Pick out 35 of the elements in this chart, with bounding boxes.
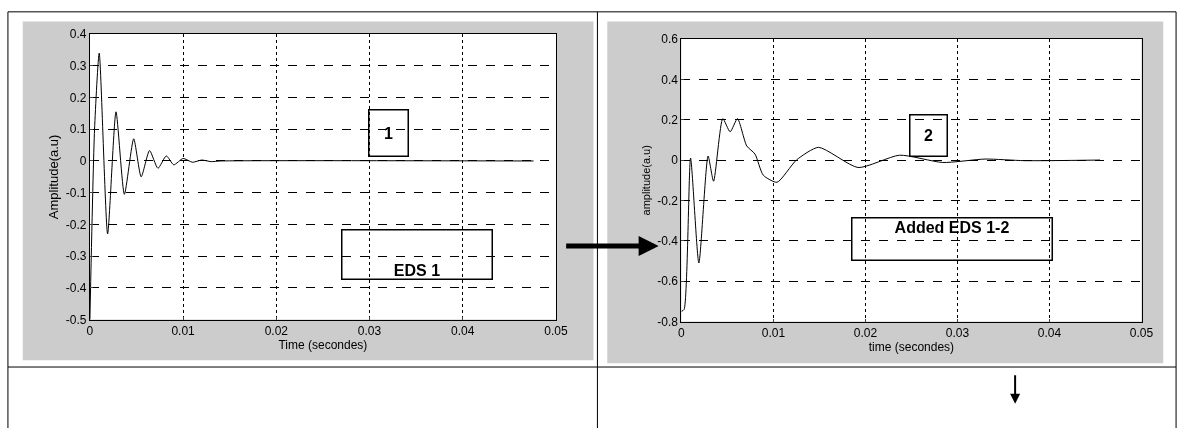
y-tick-label: -0.8 — [657, 314, 679, 329]
x-tick-label: 0.02 — [853, 325, 878, 340]
y-tick-label: 0.6 — [661, 32, 679, 47]
y-tick-label: 0.2 — [661, 112, 679, 127]
x-tick-label: 0.04 — [451, 324, 475, 338]
y-tick-label: -0.2 — [657, 193, 679, 208]
y-tick-label: 0 — [79, 154, 87, 169]
x-tick-label: 0.05 — [544, 324, 568, 338]
y-axis-title: Amplitude(a.u) — [45, 134, 61, 220]
y-tick-label: 0.3 — [69, 59, 87, 74]
y-tick-label: -0.3 — [65, 249, 87, 264]
y-tick-label: 0 — [671, 153, 679, 168]
y-tick-label: -0.5 — [65, 312, 87, 327]
y-tick-label: 0.1 — [69, 122, 87, 137]
annotation: 2 — [924, 127, 933, 144]
x-axis-title: Time (secondes) — [278, 338, 368, 352]
x-tick-label: 0.04 — [1037, 325, 1062, 340]
annotation: EDS 1 — [393, 261, 441, 279]
annotation: Added EDS 1-2 — [894, 218, 1010, 236]
y-tick-label: -0.2 — [65, 217, 87, 232]
y-tick-label: -0.4 — [65, 281, 87, 296]
y-tick-label: -0.4 — [657, 234, 679, 248]
y-axis-title: amplitude(a.u) — [639, 145, 652, 216]
x-tick-label: 0.05 — [1129, 325, 1154, 340]
x-tick-label: 0.03 — [945, 325, 970, 340]
y-tick-label: -0.1 — [65, 185, 87, 200]
y-tick-label: 0.4 — [69, 27, 87, 42]
y-tick-label: 0.2 — [69, 90, 87, 105]
x-tick-label: 0.03 — [357, 324, 382, 338]
x-axis-title: time (secondes) — [868, 339, 955, 354]
y-tick-label: 0.4 — [661, 72, 679, 87]
x-tick-label: 0.01 — [761, 325, 786, 340]
x-tick-label: 0.01 — [171, 324, 196, 338]
x-tick-label: 0.02 — [264, 324, 289, 338]
y-tick-label: -0.6 — [657, 274, 679, 289]
